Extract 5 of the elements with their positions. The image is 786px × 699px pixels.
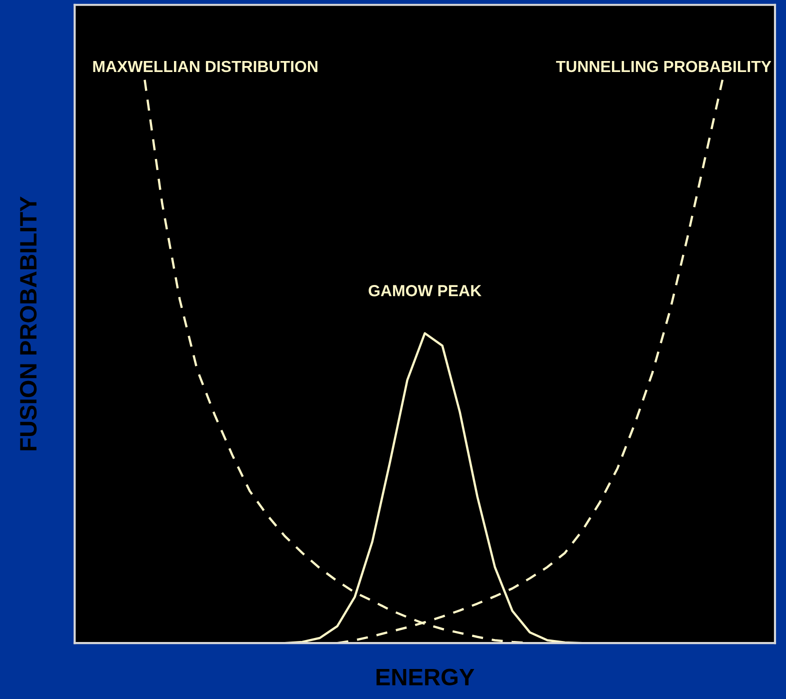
text: TUNNELLING PROBABILITY bbox=[556, 60, 772, 72]
text: MAXWELLIAN DISTRIBUTION bbox=[93, 60, 318, 72]
x-axis-title: ENERGY bbox=[376, 668, 474, 686]
y-axis-title: FUSION PROBABILITY bbox=[20, 196, 37, 450]
text: GAMOW PEAK bbox=[368, 285, 482, 296]
